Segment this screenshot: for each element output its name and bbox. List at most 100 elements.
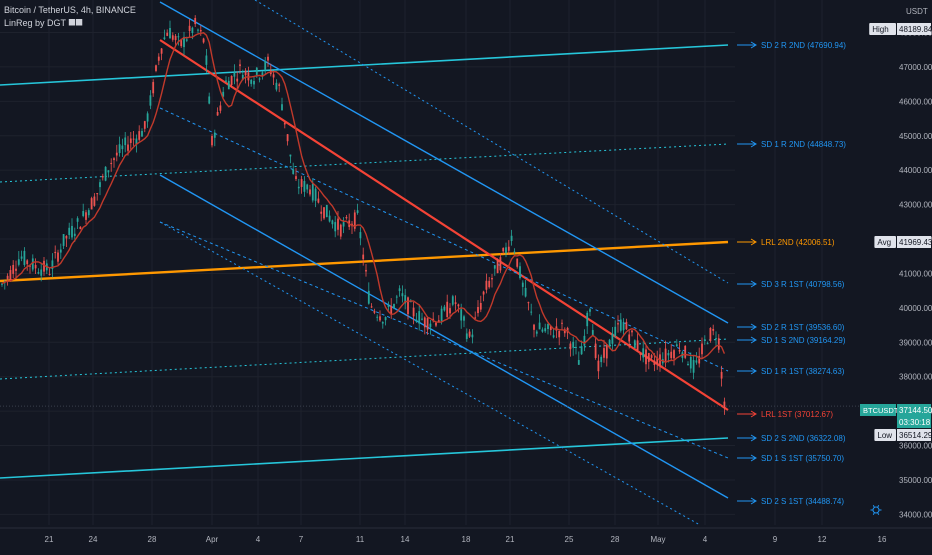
candle-body [524, 287, 527, 297]
candle-body [594, 343, 597, 358]
symbol-label: BTCUSDT [863, 406, 899, 415]
candle-body [432, 318, 435, 320]
indicator-title[interactable]: LinReg by DGT ⯀⯀ [4, 18, 83, 28]
candle-body [370, 306, 373, 308]
candle-body [227, 80, 230, 90]
candle-body [264, 60, 267, 70]
time-tick: 16 [878, 535, 887, 544]
candle-body [222, 91, 225, 97]
high-value: 48189.84 [899, 25, 932, 34]
channel-label-sd2s2: SD 2 S 2ND (36322.08) [761, 434, 846, 443]
candle-body [569, 343, 572, 350]
candle-body [297, 186, 300, 189]
candle-body [720, 371, 723, 379]
candle-body [26, 260, 29, 265]
channel-label-sd3r1: SD 3 R 1ST (40798.56) [761, 280, 845, 289]
price-tick: 46000.00 [899, 97, 932, 106]
candle-body [664, 348, 667, 361]
candle-body [311, 183, 314, 201]
candle-body [673, 350, 675, 359]
candle-body [135, 138, 138, 144]
candle-body [160, 48, 163, 54]
candle-body [538, 322, 541, 330]
channel-label-lrl2: LRL 2ND (42006.51) [761, 238, 835, 247]
candle-body [373, 310, 376, 313]
time-tick: 11 [356, 535, 365, 544]
channel-labels-layer: SD 2 R 2ND (47690.94) SD 1 R 2ND (44848.7… [737, 41, 846, 506]
candle-body [20, 256, 23, 259]
candle-body [547, 323, 549, 330]
candle-body [692, 360, 695, 373]
label-arrow-head [750, 497, 757, 505]
candle-body [706, 343, 709, 345]
avg-value: 41969.43 [899, 238, 932, 247]
candle-body [300, 179, 303, 187]
label-arrow-head [750, 434, 757, 442]
candle-body [670, 351, 673, 359]
price-axis[interactable]: 48000.0047000.0046000.0045000.0044000.00… [860, 0, 932, 550]
candle-body [29, 265, 31, 267]
candle-body [219, 105, 222, 111]
candle-body [233, 72, 236, 77]
candle-body [701, 343, 703, 355]
candle-body [250, 79, 253, 84]
candle-body [76, 218, 79, 222]
axis-tag-bg [897, 236, 931, 248]
channel-label-sd1r2: SD 1 R 2ND (44848.73) [761, 140, 846, 149]
candle-body [127, 144, 129, 151]
candle-body [650, 355, 653, 358]
candles-layer [1, 15, 726, 415]
candle-body [488, 280, 491, 288]
price-tick: 45000.00 [899, 132, 932, 141]
candle-body [435, 322, 437, 326]
candle-body [636, 340, 639, 351]
candle-body [709, 328, 712, 341]
candle-body [611, 333, 614, 344]
candle-body [281, 104, 283, 111]
candle-body [152, 82, 155, 94]
label-arrow-head [750, 323, 757, 331]
candle-body [286, 134, 289, 142]
candle-body [146, 113, 149, 122]
candle-body [628, 334, 631, 342]
candle-body [337, 218, 339, 230]
candle-body [365, 269, 367, 272]
candle-body [608, 339, 611, 349]
candle-body [129, 138, 132, 143]
candle-body [645, 349, 647, 365]
candle-body [642, 348, 645, 358]
gear-icon[interactable] [870, 504, 882, 516]
candle-body [31, 258, 34, 270]
candle-body [244, 70, 247, 76]
candle-body [85, 212, 87, 220]
candle-body [180, 39, 183, 47]
candle-body [272, 74, 275, 78]
candle-body [73, 233, 76, 236]
time-tick: 12 [818, 535, 827, 544]
time-tick: 24 [89, 535, 98, 544]
candle-body [15, 268, 17, 271]
candle-body [149, 95, 152, 106]
candle-body [59, 249, 62, 253]
candle-body [521, 282, 524, 287]
candle-body [605, 344, 608, 359]
candle-body [603, 348, 605, 358]
candle-body [155, 65, 157, 71]
candle-body [208, 96, 211, 104]
time-axis[interactable]: 21 24 28 Apr 4 7 11 14 18 21 25 28 May 4 9 12 16 [0, 527, 932, 550]
candle-body [617, 323, 619, 325]
sd2-s-1st-line [159, 174, 729, 499]
time-axis-bg [0, 528, 932, 550]
candle-body [513, 251, 516, 253]
candle-body [516, 258, 519, 267]
candle-body [563, 329, 566, 334]
candle-body [412, 307, 415, 317]
candle-body [191, 27, 194, 34]
candle-body [124, 137, 127, 146]
price-tick: 35000.00 [899, 476, 932, 485]
candle-body [544, 328, 547, 332]
candle-body [541, 329, 544, 332]
candle-body [496, 259, 499, 274]
